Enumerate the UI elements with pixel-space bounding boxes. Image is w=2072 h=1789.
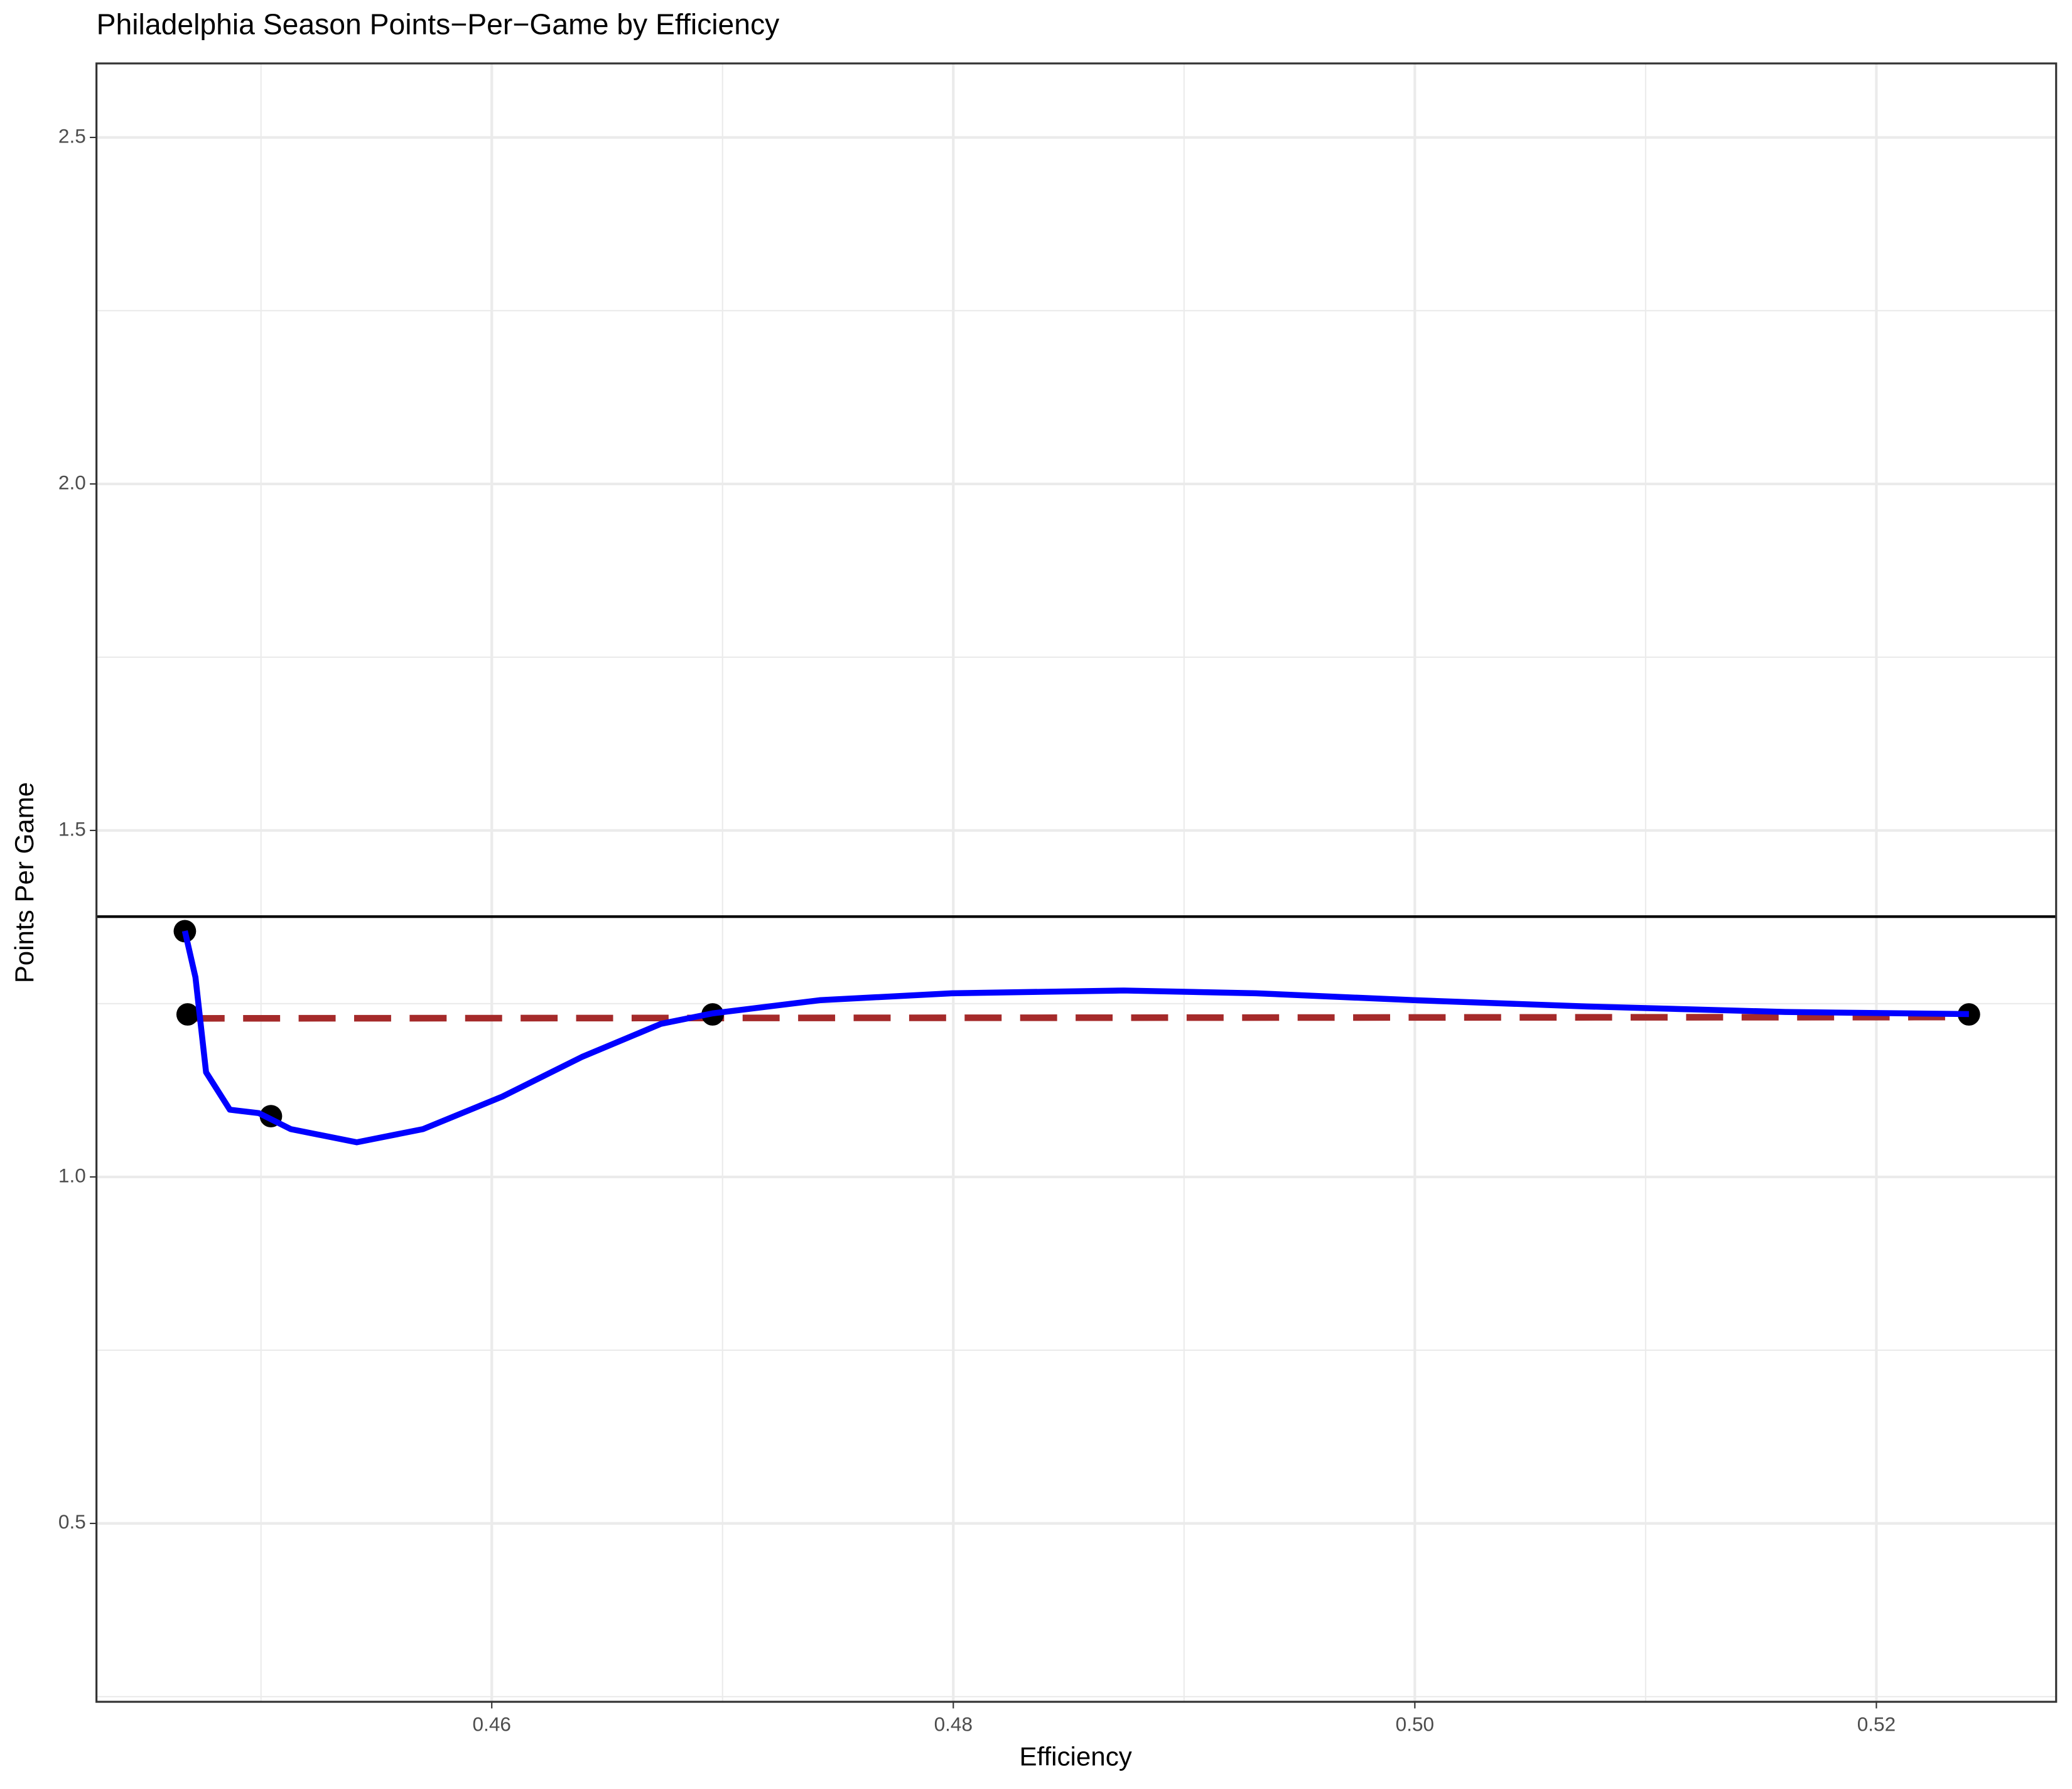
- chart-title: Philadelphia Season Points−Per−Game by E…: [97, 8, 780, 40]
- y-tick-label: 1.5: [58, 817, 86, 840]
- point: [1957, 1003, 1980, 1026]
- y-tick-label: 0.5: [58, 1510, 86, 1533]
- regression-line: [187, 1013, 1969, 1022]
- x-tick-label: 0.52: [1857, 1712, 1896, 1735]
- x-tick-label: 0.50: [1396, 1712, 1434, 1735]
- y-axis-label: Points Per Game: [9, 782, 39, 983]
- y-tick-label: 2.5: [58, 124, 86, 147]
- x-axis-label: Efficiency: [1019, 1742, 1131, 1771]
- y-tick-label: 1.0: [58, 1164, 86, 1186]
- x-tick-label: 0.46: [473, 1712, 511, 1735]
- y-tick-label: 2.0: [58, 471, 86, 493]
- x-tick-label: 0.48: [934, 1712, 973, 1735]
- point: [176, 1003, 199, 1026]
- smooth-line: [181, 930, 1969, 1146]
- plot-border: [95, 62, 2058, 1703]
